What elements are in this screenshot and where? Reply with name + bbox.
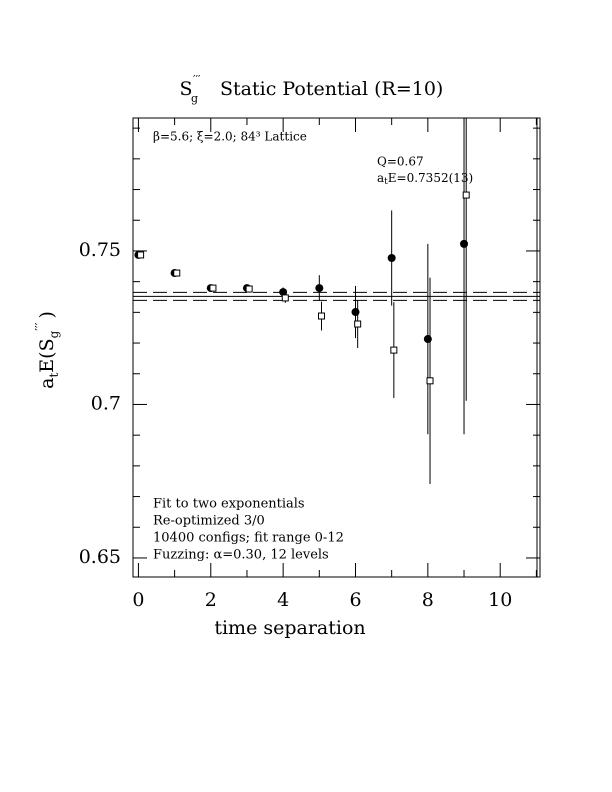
y-tick-label: 0.7 [91, 392, 121, 414]
point [315, 284, 324, 293]
note: Fuzzing: α=0.30, 12 levels [153, 548, 329, 563]
t: a [377, 171, 384, 185]
x-tick-label: 4 [277, 589, 289, 611]
title-sub: g [191, 92, 198, 105]
chart-title: Static Potential (R=10) [220, 78, 443, 100]
note: Re-optimized 3/0 [153, 514, 265, 529]
point [245, 285, 253, 293]
y-tick-label: 0.65 [79, 546, 121, 568]
frame [132, 117, 541, 578]
point [209, 284, 217, 292]
point [462, 191, 470, 199]
point [423, 335, 432, 344]
point [390, 346, 398, 354]
x-tick-label: 10 [488, 589, 512, 611]
t: E(S [36, 338, 58, 372]
t: t [47, 373, 61, 378]
point [317, 312, 325, 320]
t: ) [36, 311, 58, 318]
x-tick-label: 8 [422, 589, 434, 611]
t: g [47, 330, 61, 338]
t: a [36, 378, 58, 389]
t: ′′′ [33, 322, 47, 330]
t: E=0.7352(13) [388, 171, 473, 185]
t: t [384, 177, 388, 187]
x-tick-label: 6 [349, 589, 361, 611]
point [281, 294, 289, 302]
note: 10400 configs; fit range 0-12 [153, 531, 344, 546]
title-symbol: S [179, 78, 192, 100]
x-label: time separation [214, 617, 365, 639]
x-tick-label: 0 [132, 589, 144, 611]
point [137, 251, 145, 259]
point [387, 254, 396, 263]
point [173, 269, 181, 277]
y-tick-label: 0.75 [79, 239, 121, 261]
fit-label: atE=0.7352(13) [377, 171, 473, 187]
annotation: Q=0.67 [377, 155, 424, 169]
point [351, 308, 360, 317]
annotation: β=5.6; ξ=2.0; 84³ Lattice [153, 130, 307, 144]
note: Fit to two exponentials [153, 497, 305, 512]
x-tick-label: 2 [205, 589, 217, 611]
point [426, 377, 434, 385]
point [460, 239, 469, 248]
title-sup: ′′′ [193, 73, 201, 86]
point [354, 320, 362, 328]
y-label-text: atE(Sg′′′) [33, 311, 61, 389]
y-label: atE(Sg′′′) [33, 311, 61, 389]
